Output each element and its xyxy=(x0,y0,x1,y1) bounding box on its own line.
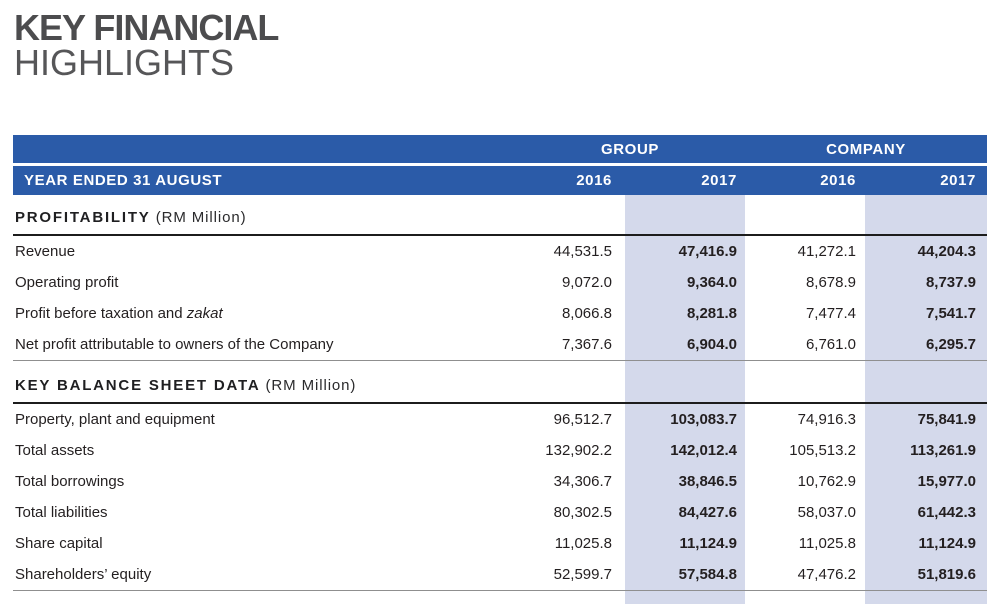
section-header: PROFITABILITY (RM Million) xyxy=(13,195,987,236)
cell-company-2017: 51,819.6 xyxy=(917,566,976,583)
financial-highlights-table: GROUP COMPANY YEAR ENDED 31 AUGUST 2016 … xyxy=(13,135,987,604)
page-title-line2: HIGHLIGHTS xyxy=(14,42,235,83)
cell-group-2016: 7,367.6 xyxy=(561,336,612,353)
table-row: Profit before taxation and zakat 8,066.8 8… xyxy=(13,298,987,329)
header-group-2016: 2016 xyxy=(576,172,612,189)
section-header: KEY BALANCE SHEET DATA (RM Million) xyxy=(13,361,987,404)
row-label: Total assets xyxy=(15,442,95,459)
page-title: KEY FINANCIAL HIGHLIGHTS xyxy=(14,7,279,83)
cell-group-2017: 11,124.9 xyxy=(679,535,737,552)
table-row: Total borrowings 34,306.7 38,846.5 10,762.9… xyxy=(13,466,987,497)
row-label: Total borrowings xyxy=(15,473,125,490)
section-title: PROFITABILITY xyxy=(15,209,151,226)
table-row: Total assets 132,902.2 142,012.4 105,513.2 1… xyxy=(13,435,987,466)
section-unit: (RM Million) xyxy=(150,209,247,226)
table-row: Revenue 44,531.5 47,416.9 41,272.1 44,204.3 xyxy=(13,236,987,267)
table-body: PROFITABILITY (RM Million) Revenue 44,531.… xyxy=(13,195,987,604)
section-unit: (RM Million) xyxy=(260,377,357,394)
row-label: Shareholders’ equity xyxy=(15,566,152,583)
cell-company-2016: 47,476.2 xyxy=(797,566,856,583)
header-group-2017: 2017 xyxy=(701,172,737,189)
cell-group-2016: 132,902.2 xyxy=(545,442,612,459)
header-company-2016: 2016 xyxy=(820,172,856,189)
cell-company-2016: 7,477.4 xyxy=(805,305,856,322)
header-group: GROUP xyxy=(600,140,659,158)
table-section: PROFITABILITY (RM Million) Revenue 44,531.… xyxy=(13,195,987,361)
cell-company-2016: 8,678.9 xyxy=(805,274,856,291)
cell-company-2016: 10,762.9 xyxy=(797,473,856,490)
row-label: Property, plant and equipment xyxy=(15,411,215,428)
cell-group-2017: 57,584.8 xyxy=(678,566,737,583)
table-sections: PROFITABILITY (RM Million) Revenue 44,531.… xyxy=(13,195,987,591)
cell-company-2017: 7,541.7 xyxy=(925,305,976,322)
cell-group-2016: 9,072.0 xyxy=(561,274,612,291)
cell-company-2017: 11,124.9 xyxy=(918,535,976,552)
row-label: Operating profit xyxy=(15,274,119,291)
cell-company-2016: 58,037.0 xyxy=(797,504,856,521)
table-row: Share capital 11,025.8 11,124.9 11,025.8 11,… xyxy=(13,528,987,559)
cell-company-2016: 74,916.3 xyxy=(797,411,856,428)
table-row: Property, plant and equipment 96,512.7 103… xyxy=(13,404,987,435)
table-section: KEY BALANCE SHEET DATA (RM Million) Prope… xyxy=(13,361,987,591)
cell-company-2017: 44,204.3 xyxy=(917,243,976,260)
table-row: Shareholders’ equity 52,599.7 57,584.8 47,4… xyxy=(13,559,987,590)
cell-company-2016: 105,513.2 xyxy=(789,442,856,459)
cell-group-2017: 38,846.5 xyxy=(678,473,737,490)
table-header-year-row: YEAR ENDED 31 AUGUST 2016 2017 2016 2017 xyxy=(13,166,987,195)
cell-group-2016: 52,599.7 xyxy=(553,566,612,583)
table-row: Operating profit 9,072.0 9,364.0 8,678.9 8,7… xyxy=(13,267,987,298)
table-row: Net profit attributable to owners of the… xyxy=(13,329,987,360)
cell-company-2016: 41,272.1 xyxy=(797,243,856,260)
cell-group-2017: 9,364.0 xyxy=(686,274,737,291)
row-label: Net profit attributable to owners of the… xyxy=(15,336,334,353)
cell-company-2017: 75,841.9 xyxy=(917,411,976,428)
cell-group-2017: 8,281.8 xyxy=(686,305,737,322)
cell-company-2016: 11,025.8 xyxy=(798,535,856,552)
cell-group-2017: 47,416.9 xyxy=(678,243,737,260)
cell-group-2017: 84,427.6 xyxy=(678,504,737,521)
row-label: Share capital xyxy=(15,535,103,552)
cell-group-2016: 96,512.7 xyxy=(553,411,612,428)
page-title-line1: KEY FINANCIAL xyxy=(14,7,279,48)
cell-company-2017: 61,442.3 xyxy=(917,504,976,521)
cell-company-2017: 8,737.9 xyxy=(925,274,976,291)
header-company-2017: 2017 xyxy=(940,172,976,189)
header-company: COMPANY xyxy=(826,140,906,158)
row-label: Total liabilities xyxy=(15,504,108,521)
header-year-ended-label: YEAR ENDED 31 AUGUST xyxy=(24,172,223,189)
cell-group-2016: 44,531.5 xyxy=(553,243,612,260)
cell-group-2016: 11,025.8 xyxy=(554,535,612,552)
row-label-italic: zakat xyxy=(186,305,223,322)
cell-group-2016: 80,302.5 xyxy=(553,504,612,521)
highlight-band-group-2017 xyxy=(625,195,745,604)
cell-group-2017: 6,904.0 xyxy=(686,336,737,353)
row-label: Profit before taxation and zakat xyxy=(15,305,223,322)
highlight-band-company-2017 xyxy=(865,195,987,604)
cell-group-2016: 8,066.8 xyxy=(561,305,612,322)
cell-group-2017: 103,083.7 xyxy=(670,411,737,428)
table-row: Total liabilities 80,302.5 84,427.6 58,037.… xyxy=(13,497,987,528)
section-title: KEY BALANCE SHEET DATA xyxy=(15,377,261,394)
row-label: Revenue xyxy=(15,243,76,260)
cell-group-2017: 142,012.4 xyxy=(670,442,737,459)
cell-company-2017: 6,295.7 xyxy=(925,336,976,353)
cell-company-2016: 6,761.0 xyxy=(805,336,856,353)
cell-group-2016: 34,306.7 xyxy=(553,473,612,490)
cell-company-2017: 113,261.9 xyxy=(910,442,976,459)
cell-company-2017: 15,977.0 xyxy=(917,473,976,490)
table-header-entity-row: GROUP COMPANY xyxy=(13,135,987,163)
